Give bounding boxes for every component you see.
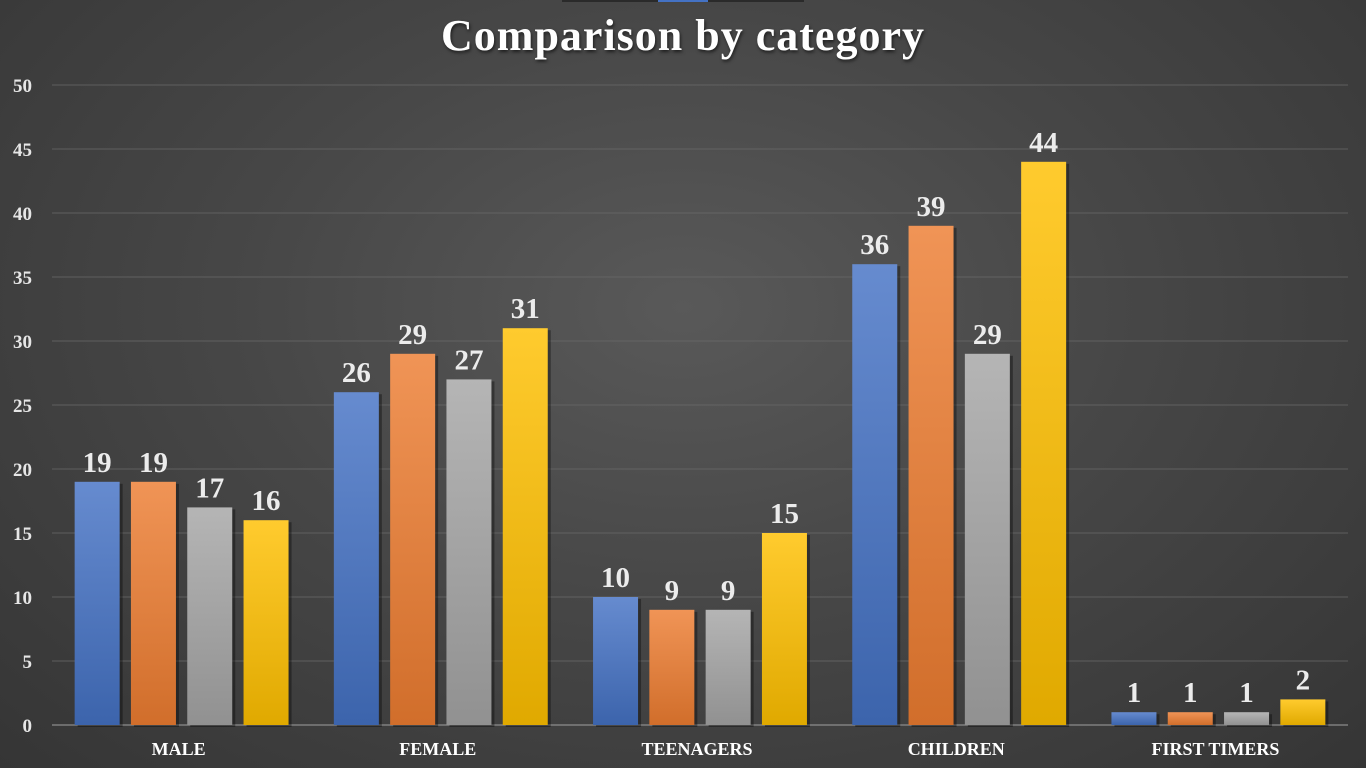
- y-tick-label: 15: [13, 524, 32, 545]
- x-tick-label: FIRST TIMERS: [1151, 739, 1279, 759]
- data-label: 1: [1183, 677, 1198, 709]
- bar-male-series-2: [130, 481, 176, 725]
- data-label: 31: [511, 293, 540, 325]
- y-tick-label: 5: [23, 652, 33, 673]
- x-tick-label: FEMALE: [399, 739, 476, 759]
- y-tick-label: 45: [13, 140, 32, 161]
- bar-first-timers-series-2: [1167, 712, 1213, 725]
- data-label: 1: [1239, 677, 1254, 709]
- data-label: 19: [83, 447, 112, 479]
- y-tick-label: 10: [13, 588, 32, 609]
- data-label: 2: [1296, 664, 1311, 696]
- bar-teenagers-series-4: [761, 533, 807, 725]
- data-label: 17: [195, 472, 224, 504]
- y-tick-label: 20: [13, 460, 32, 481]
- bar-children-series-4: [1021, 161, 1067, 726]
- y-axis-ticks: 0 5 10 15 20 25 30 35 40 45 50: [13, 76, 32, 737]
- y-tick-label: 25: [13, 396, 32, 417]
- top-strip-accent: [658, 0, 708, 2]
- bar-first-timers-series-1: [1111, 712, 1157, 725]
- data-label: 19: [139, 447, 168, 479]
- bar-teenagers-series-3: [705, 609, 751, 725]
- top-strip: [562, 0, 804, 2]
- data-label: 15: [770, 498, 799, 530]
- data-label: 26: [342, 357, 371, 389]
- bar-male-series-1: [74, 481, 120, 725]
- y-tick-label: 35: [13, 268, 32, 289]
- data-labels: 19 19 17 16 26 29 27 31 10 9 9 15 36 39 29 44 1 1 1 2: [83, 127, 1310, 709]
- bar-female-series-1: [333, 392, 379, 725]
- data-label: 36: [860, 229, 889, 261]
- bar-teenagers-series-2: [649, 609, 695, 725]
- data-label: 39: [917, 191, 946, 223]
- data-label: 10: [601, 562, 630, 594]
- bar-female-series-2: [390, 353, 436, 725]
- data-label: 29: [973, 319, 1002, 351]
- bar-female-series-3: [446, 379, 492, 725]
- x-tick-label: TEENAGERS: [641, 739, 752, 759]
- bar-female-series-4: [502, 328, 548, 725]
- bar-children-series-3: [964, 353, 1010, 725]
- bar-first-timers-series-4: [1280, 699, 1326, 725]
- bar-first-timers-series-3: [1224, 712, 1270, 725]
- data-label: 9: [721, 575, 736, 607]
- data-label: 16: [252, 485, 281, 517]
- bar-male-series-3: [187, 507, 233, 725]
- data-label: 9: [665, 575, 680, 607]
- y-tick-label: 40: [13, 204, 32, 225]
- x-tick-label: MALE: [152, 739, 206, 759]
- y-tick-label: 30: [13, 332, 32, 353]
- bars: [74, 161, 1329, 728]
- data-label: 44: [1029, 127, 1058, 159]
- bar-teenagers-series-1: [593, 597, 639, 725]
- x-axis-ticks: MALE FEMALE TEENAGERS CHILDREN FIRST TIMERS: [152, 739, 1280, 759]
- data-label: 1: [1127, 677, 1142, 709]
- data-label: 29: [398, 319, 427, 351]
- y-tick-label: 0: [23, 716, 33, 737]
- data-label: 27: [454, 344, 483, 376]
- bar-children-series-1: [852, 264, 898, 725]
- y-tick-label: 50: [13, 76, 32, 97]
- chart-title: Comparison by category: [441, 11, 925, 60]
- bar-male-series-4: [243, 520, 289, 725]
- x-tick-label: CHILDREN: [908, 739, 1005, 759]
- bar-children-series-2: [908, 225, 954, 726]
